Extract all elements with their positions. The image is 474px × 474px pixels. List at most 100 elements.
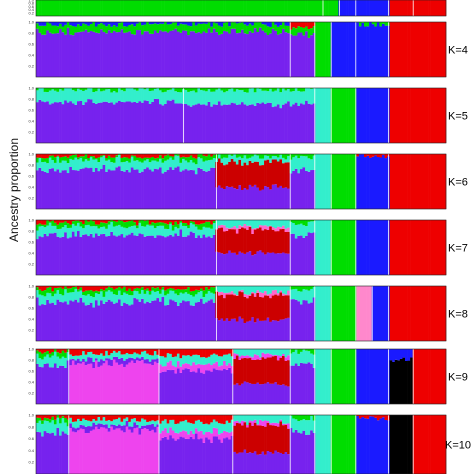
ancestry-bar (56, 229, 60, 237)
ancestry-bar (141, 171, 144, 209)
ancestry-bar (107, 286, 111, 287)
ancestry-bar (335, 220, 339, 275)
ancestry-bar (128, 357, 132, 363)
ancestry-bar (146, 154, 150, 158)
ancestry-bar (261, 102, 265, 143)
ancestry-bar (292, 432, 296, 474)
ancestry-bar (176, 155, 180, 167)
ancestry-bar (405, 360, 408, 404)
ancestry-bar (179, 415, 183, 422)
ancestry-bar (394, 22, 398, 77)
ancestry-bar (89, 88, 93, 100)
ancestry-bar (69, 359, 73, 366)
ancestry-bar (102, 233, 106, 275)
ancestry-bar (405, 286, 408, 341)
ancestry-bar (123, 26, 126, 33)
ancestry-bar (287, 415, 290, 424)
ancestry-bar (156, 354, 160, 359)
ancestry-bar (333, 154, 337, 209)
ancestry-bar (179, 289, 183, 293)
ancestry-bar (435, 88, 439, 143)
ancestry-bar (164, 31, 167, 78)
ancestry-bar (182, 222, 185, 226)
ancestry-bar (310, 88, 314, 89)
ancestry-bar (241, 158, 244, 166)
ancestry-bar (41, 224, 44, 227)
ancestry-bar (148, 286, 152, 291)
ancestry-bar (112, 419, 116, 425)
ancestry-bar (248, 286, 252, 295)
ancestry-bar (379, 220, 383, 275)
ancestry-bar (79, 88, 83, 90)
ancestry-bar (297, 0, 301, 16)
ancestry-bar (422, 154, 426, 209)
ancestry-bar (315, 88, 319, 143)
ancestry-bar (77, 415, 80, 419)
ancestry-bar (215, 104, 219, 143)
ancestry-bar (302, 415, 306, 420)
ancestry-bar (330, 220, 334, 275)
ancestry-bar (105, 160, 109, 172)
ancestry-bar (225, 104, 229, 143)
ancestry-bar (161, 437, 165, 474)
ancestry-bar (133, 155, 137, 161)
ancestry-bar (107, 431, 111, 474)
ancestry-bar (410, 22, 413, 77)
ancestry-bar (51, 302, 55, 341)
ancestry-bar (189, 294, 193, 306)
ancestry-bar (176, 235, 180, 275)
ancestry-bar (69, 88, 73, 102)
ancestry-bar (271, 229, 275, 253)
ancestry-bar (284, 88, 288, 91)
ancestry-bar (271, 383, 275, 404)
ancestry-bar (53, 419, 57, 425)
ancestry-bar (79, 168, 83, 209)
ancestry-bar (71, 220, 75, 222)
ancestry-bar (161, 92, 165, 106)
ancestry-bar (212, 415, 216, 420)
ancestry-bar (328, 415, 331, 474)
ancestry-bar (174, 356, 178, 367)
ancestry-bar (194, 354, 198, 365)
ancestry-bar (287, 317, 290, 341)
ancestry-bar (184, 24, 188, 31)
ancestry-bar (207, 424, 211, 432)
ancestry-bar (59, 88, 62, 90)
ancestry-bar (197, 220, 201, 225)
ancestry-bar (151, 423, 155, 430)
ancestry-bar (297, 286, 301, 292)
ancestry-bar (430, 154, 434, 209)
ancestry-bar (53, 286, 57, 288)
ancestry-bar (305, 154, 308, 157)
ancestry-bar (92, 422, 96, 430)
ancestry-bar (346, 349, 349, 404)
ancestry-bar (371, 156, 375, 209)
ancestry-bar (243, 88, 247, 92)
ancestry-bar (294, 28, 298, 36)
ancestry-bar (87, 304, 91, 341)
ancestry-bar (248, 420, 252, 423)
ancestry-bar (94, 290, 98, 294)
ancestry-bar (51, 416, 55, 421)
ancestry-bar (210, 422, 214, 434)
ancestry-bar (276, 415, 280, 424)
ancestry-bar (194, 289, 198, 295)
ancestry-bar (38, 226, 42, 237)
ancestry-bar (171, 30, 175, 77)
ancestry-bar (51, 89, 55, 104)
ancestry-bar (141, 286, 144, 288)
ancestry-bar (156, 426, 160, 474)
ancestry-bar (166, 286, 170, 289)
ancestry-bar (381, 220, 385, 275)
ancestry-bar (38, 415, 42, 418)
ancestry-bar (217, 25, 221, 35)
ancestry-bar (215, 421, 219, 429)
ancestry-bar (202, 234, 206, 275)
ancestry-bar (310, 159, 314, 171)
y-tick-label: 0.4 (28, 380, 34, 385)
ancestry-bar (128, 295, 132, 306)
ancestry-bar (174, 349, 178, 357)
ancestry-bar (415, 22, 419, 77)
ancestry-bar (46, 30, 50, 77)
ancestry-bar (36, 102, 39, 143)
